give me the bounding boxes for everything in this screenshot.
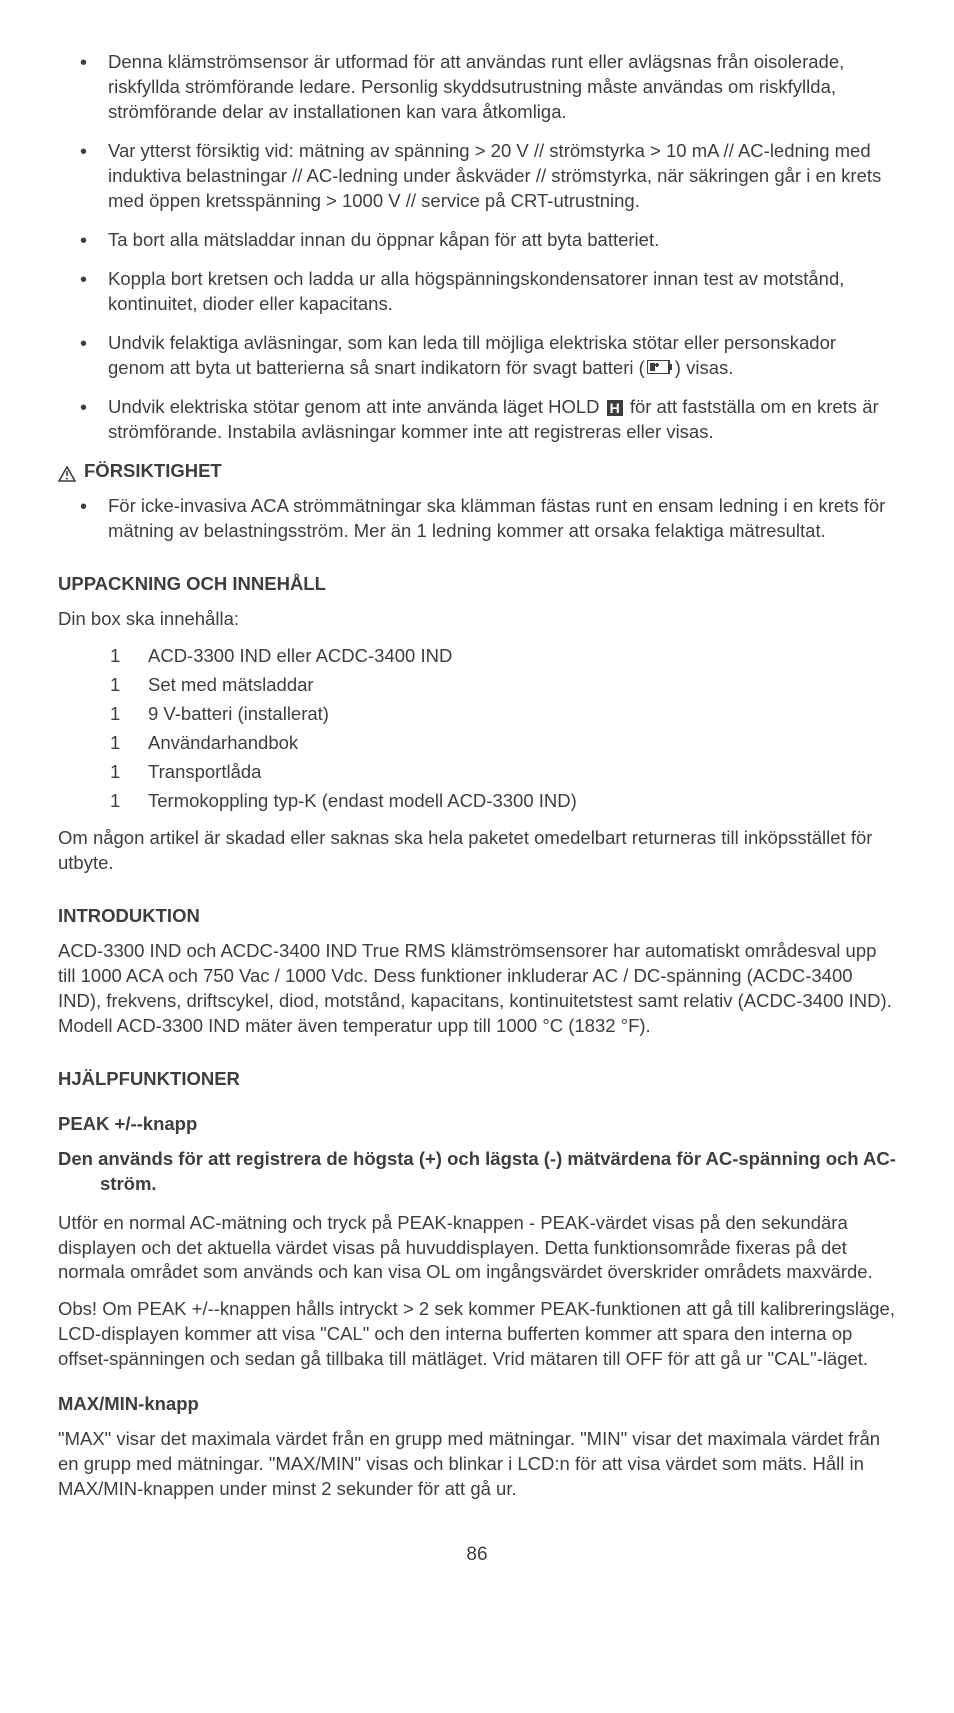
contents-row: 1Termokoppling typ-K (endast modell ACD-… — [58, 789, 896, 814]
contents-item: Transportlåda — [110, 760, 261, 785]
contents-item: Användarhandbok — [110, 731, 298, 756]
contents-qty: 1 — [58, 760, 110, 785]
peak-button-heading: PEAK +/--knapp — [58, 1112, 896, 1137]
contents-item: ACD-3300 IND eller ACDC-3400 IND — [110, 644, 452, 669]
bullet-item: Var ytterst försiktig vid: mätning av sp… — [80, 139, 896, 214]
help-functions-heading: HJÄLPFUNKTIONER — [58, 1067, 896, 1092]
contents-item: Termokoppling typ-K (endast modell ACD-3… — [110, 789, 577, 814]
battery-low-icon — [647, 356, 673, 381]
unpacking-outro: Om någon artikel är skadad eller saknas … — [58, 826, 896, 876]
box-contents-list: 1ACD-3300 IND eller ACDC-3400 IND 1Set m… — [58, 644, 896, 814]
introduction-heading: INTRODUKTION — [58, 904, 896, 929]
peak-paragraph-2: Obs! Om PEAK +/--knappen hålls intryckt … — [58, 1297, 896, 1372]
bullet-item: För icke-invasiva ACA strömmätningar ska… — [80, 494, 896, 544]
peak-description: Den används för att registrera de högsta… — [58, 1147, 896, 1197]
bullet-text-pre: Undvik elektriska stötar genom att inte … — [108, 396, 605, 417]
contents-qty: 1 — [58, 731, 110, 756]
caution-heading-row: FÖRSIKTIGHET — [58, 459, 896, 484]
contents-qty: 1 — [58, 789, 110, 814]
contents-item: 9 V-batteri (installerat) — [110, 702, 329, 727]
contents-qty: 1 — [58, 644, 110, 669]
peak-paragraph-1: Utför en normal AC-mätning och tryck på … — [58, 1211, 896, 1286]
contents-row: 1ACD-3300 IND eller ACDC-3400 IND — [58, 644, 896, 669]
unpacking-intro: Din box ska innehålla: — [58, 607, 896, 632]
contents-qty: 1 — [58, 702, 110, 727]
warning-triangle-icon — [58, 464, 76, 480]
warning-bullet-list: Denna klämströmsensor är utformad för at… — [58, 50, 896, 445]
bullet-item-battery: Undvik felaktiga avläsningar, som kan le… — [80, 331, 896, 382]
hold-h-icon: H — [607, 400, 623, 416]
maxmin-body: "MAX" visar det maximala värdet från en … — [58, 1427, 896, 1502]
caution-bullet-list: För icke-invasiva ACA strömmätningar ska… — [58, 494, 896, 544]
contents-row: 1Transportlåda — [58, 760, 896, 785]
contents-item: Set med mätsladdar — [110, 673, 314, 698]
introduction-body: ACD-3300 IND och ACDC-3400 IND True RMS … — [58, 939, 896, 1039]
peak-description-text: Den används för att registrera de högsta… — [58, 1147, 896, 1197]
page-number: 86 — [58, 1542, 896, 1568]
contents-row: 1Set med mätsladdar — [58, 673, 896, 698]
bullet-item-hold: Undvik elektriska stötar genom att inte … — [80, 395, 896, 445]
maxmin-button-heading: MAX/MIN-knapp — [58, 1392, 896, 1417]
contents-row: 1Användarhandbok — [58, 731, 896, 756]
bullet-item: Ta bort alla mätsladdar innan du öppnar … — [80, 228, 896, 253]
bullet-item: Koppla bort kretsen och ladda ur alla hö… — [80, 267, 896, 317]
unpacking-heading: UPPACKNING OCH INNEHÅLL — [58, 572, 896, 597]
bullet-text-post: ) visas. — [675, 357, 734, 378]
contents-qty: 1 — [58, 673, 110, 698]
caution-label: FÖRSIKTIGHET — [84, 459, 222, 484]
bullet-item: Denna klämströmsensor är utformad för at… — [80, 50, 896, 125]
contents-row: 19 V-batteri (installerat) — [58, 702, 896, 727]
